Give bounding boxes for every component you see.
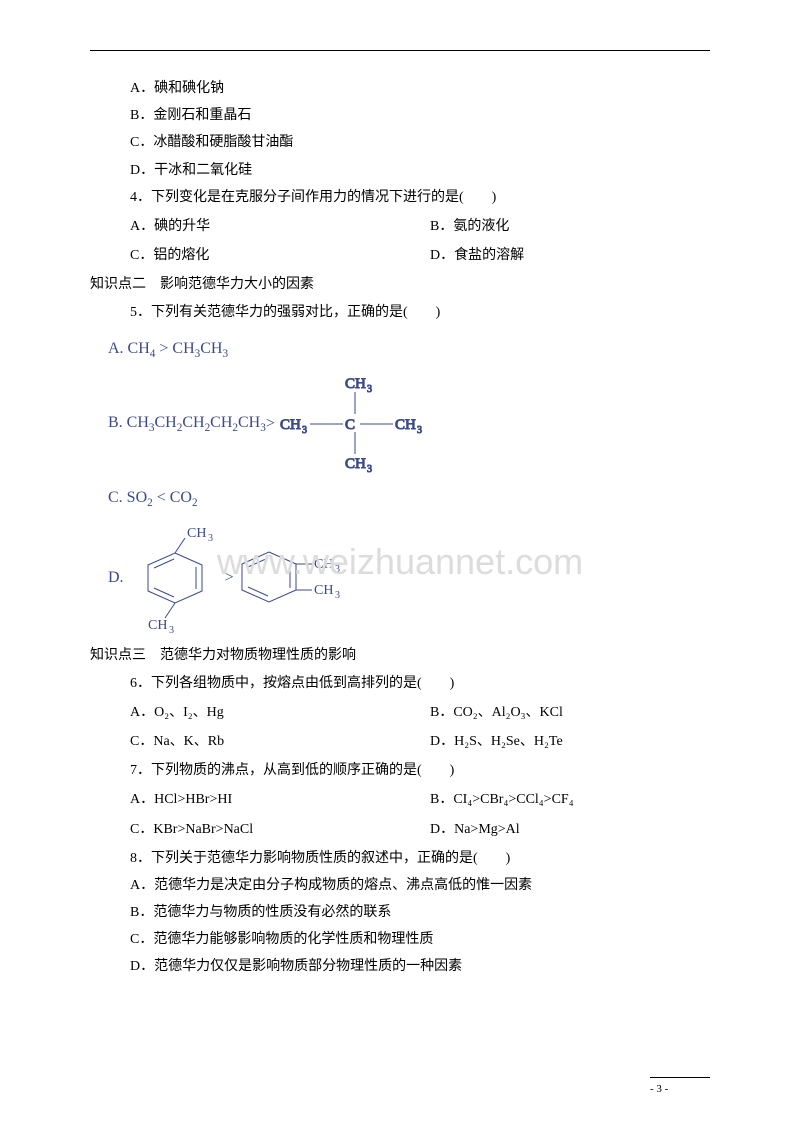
svg-text:3: 3 [208,533,213,544]
q6-option-b: B．CO₂、Al₂O₃、KCl [430,700,710,725]
ortho-xylene-structure-icon: CH3 CH3 [234,538,354,618]
q5b-c2: CH [182,414,204,431]
svg-text:CH: CH [187,526,206,541]
q7-option-b: B．CI₄>CBr₄>CCl₄>CF₄ [430,787,710,812]
page-footer: - 3 - [650,1077,710,1100]
q6-option-c: C．Na、K、Rb [130,729,430,754]
svg-text:3: 3 [335,564,340,575]
svg-text:3: 3 [367,384,372,395]
svg-text:C: C [345,417,355,433]
q5a-lhs-ch: A. CH [108,340,150,357]
q5c-lhs: C. SO [108,489,147,506]
q4-option-b: B．氨的液化 [430,214,710,239]
knowledge-point-3: 知识点三 范德华力对物质物理性质的影响 [90,643,710,668]
svg-text:3: 3 [367,464,372,474]
q4-stem: 4．下列变化是在克服分子间作用力的情况下进行的是( ) [90,185,710,210]
svg-text:CH: CH [148,618,167,633]
q7-stem: 7．下列物质的沸点，从高到低的顺序正确的是( ) [90,758,710,783]
q6-stem: 6．下列各组物质中，按熔点由低到高排列的是( ) [90,671,710,696]
svg-text:CH: CH [345,456,366,472]
q5-option-d: D. CH3 CH3 > [108,523,710,633]
q5-stem: 5．下列有关范德华力的强弱对比，正确的是( ) [90,300,710,325]
q5a-ch3: CH [200,340,222,357]
q7-option-c: C．KBr>NaBr>NaCl [130,817,430,842]
svg-text:CH: CH [314,583,333,598]
q5b-b: B. CH [108,414,149,431]
q5b-c1: CH [155,414,177,431]
top-horizontal-rule [90,50,710,51]
page-container: www.weizhuannet.com A．碘和碘化钠 B．金刚石和重晶石 C．… [0,0,800,1130]
q4-row2: C．铝的熔化 D．食盐的溶解 [90,241,710,270]
neopentane-structure-icon: CH3 CH3 C CH3 CH3 [275,374,435,474]
q5d-gt: > [225,564,234,593]
q6-row2: C．Na、K、Rb D．H₂S、H₂Se、H₂Te [90,727,710,756]
svg-text:CH: CH [345,376,366,392]
knowledge-point-2: 知识点二 影响范德华力大小的因素 [90,272,710,297]
para-xylene-structure-icon: CH3 CH3 [130,523,225,633]
q5d-label: D. [108,564,124,593]
q5-option-b: B. CH3CH2CH2CH2CH3 > CH3 CH3 C CH3 CH3 [108,374,710,474]
q3-option-b: B．金刚石和重晶石 [90,103,710,128]
q3-option-d: D．干冰和二氧化硅 [90,158,710,183]
svg-text:CH: CH [314,557,333,572]
q3-option-a: A．碘和碘化钠 [90,76,710,101]
q7-row2: C．KBr>NaBr>NaCl D．Na>Mg>Al [90,815,710,844]
q7-option-a: A．HCl>HBr>HI [130,787,430,812]
q5b-label: B. CH3CH2CH2CH2CH3 [108,409,266,438]
q6-row1: A．O₂、I₂、Hg B．CO₂、Al₂O₃、KCl [90,698,710,727]
svg-text:3: 3 [417,425,422,436]
q5b-gt: > [266,410,275,439]
q4-option-d: D．食盐的溶解 [430,243,710,268]
svg-text:CH: CH [395,417,416,433]
svg-text:3: 3 [335,590,340,601]
q4-option-c: C．铝的熔化 [130,243,430,268]
q8-stem: 8．下列关于范德华力影响物质性质的叙述中，正确的是( ) [90,846,710,871]
q5c-lt: < CO [157,489,192,506]
q5a-gt: > CH [159,340,194,357]
q7-option-d: D．Na>Mg>Al [430,817,710,842]
svg-text:3: 3 [302,425,307,436]
q8-option-d: D．范德华力仅仅是影响物质部分物理性质的一种因素 [90,954,710,979]
footer-rule [650,1077,710,1078]
page-number: - 3 - [650,1080,710,1100]
q5-option-c: C. SO2 < CO2 [108,484,710,513]
q8-option-a: A．范德华力是决定由分子构成物质的熔点、沸点高低的惟一因素 [90,873,710,898]
q5-option-a: A. CH4 > CH3CH3 [108,335,710,364]
q3-option-c: C．冰醋酸和硬脂酸甘油酯 [90,130,710,155]
q6-option-d: D．H₂S、H₂Se、H₂Te [430,729,710,754]
svg-text:3: 3 [169,625,174,633]
svg-text:CH: CH [280,417,301,433]
q8-option-b: B．范德华力与物质的性质没有必然的联系 [90,900,710,925]
q8-option-c: C．范德华力能够影响物质的化学性质和物理性质 [90,927,710,952]
q5b-c3: CH [210,414,232,431]
q7-row1: A．HCl>HBr>HI B．CI₄>CBr₄>CCl₄>CF₄ [90,785,710,814]
q5b-c4: CH [238,414,260,431]
q6-option-a: A．O₂、I₂、Hg [130,700,430,725]
q4-row1: A．碘的升华 B．氨的液化 [90,212,710,241]
q4-option-a: A．碘的升华 [130,214,430,239]
